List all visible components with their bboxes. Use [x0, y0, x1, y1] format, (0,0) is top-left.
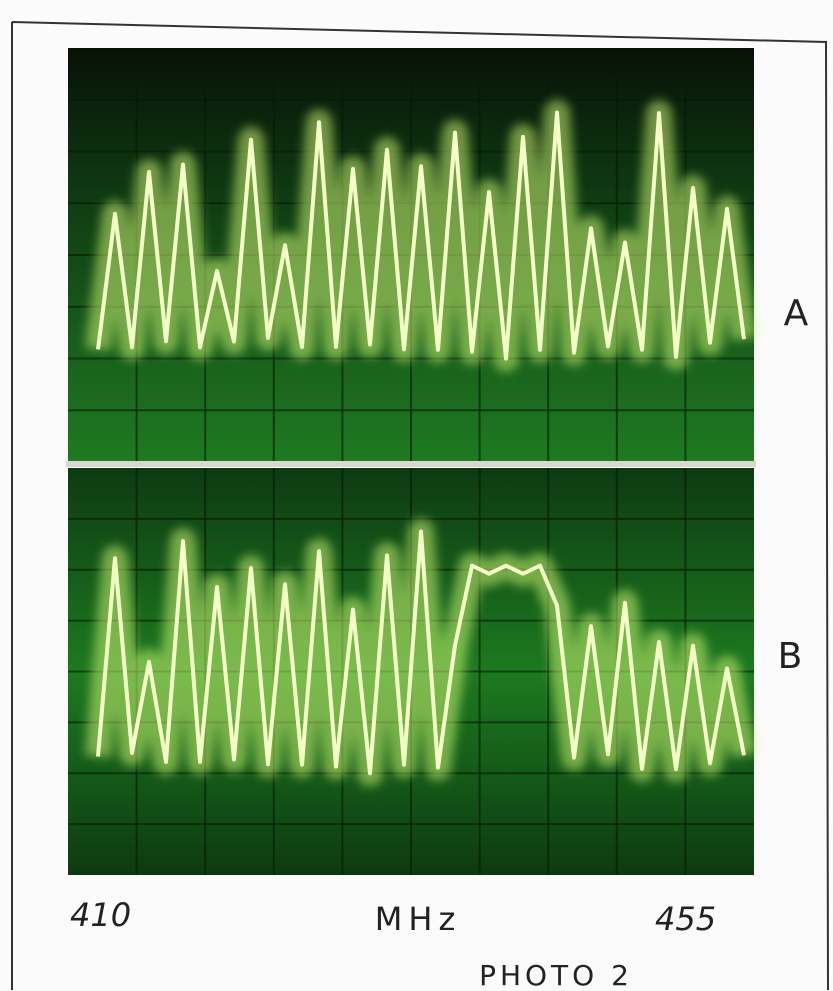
axis-unit: MHz — [375, 900, 461, 938]
axis-start: 410 — [70, 896, 131, 934]
panel — [68, 48, 757, 462]
trace — [96, 110, 746, 361]
panel-label: B — [778, 636, 803, 677]
panel — [68, 468, 757, 875]
paper-border — [11, 21, 829, 991]
axis-end: 455 — [655, 900, 716, 938]
caption: PHOTO 2 — [479, 959, 633, 991]
trace — [96, 529, 746, 776]
panel-label: A — [784, 293, 809, 334]
seam — [66, 461, 756, 467]
